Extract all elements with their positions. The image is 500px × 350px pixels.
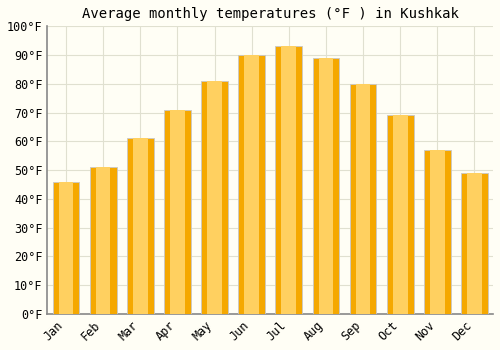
Bar [201, 81, 228, 314]
Bar [393, 116, 407, 314]
Bar [207, 81, 222, 314]
Title: Average monthly temperatures (°F ) in Kushkak: Average monthly temperatures (°F ) in Ku… [82, 7, 458, 21]
Bar [96, 167, 110, 314]
Bar [424, 150, 450, 314]
Bar [356, 84, 370, 314]
Bar [164, 110, 191, 314]
Bar [133, 139, 148, 314]
Bar [170, 110, 185, 314]
Bar [282, 47, 296, 314]
Bar [467, 173, 482, 314]
Bar [430, 150, 444, 314]
Bar [461, 173, 488, 314]
Bar [312, 58, 340, 314]
Bar [387, 116, 413, 314]
Bar [238, 55, 265, 314]
Bar [90, 167, 117, 314]
Bar [318, 58, 334, 314]
Bar [350, 84, 376, 314]
Bar [58, 182, 74, 314]
Bar [244, 55, 259, 314]
Bar [276, 47, 302, 314]
Bar [52, 182, 80, 314]
Bar [127, 139, 154, 314]
